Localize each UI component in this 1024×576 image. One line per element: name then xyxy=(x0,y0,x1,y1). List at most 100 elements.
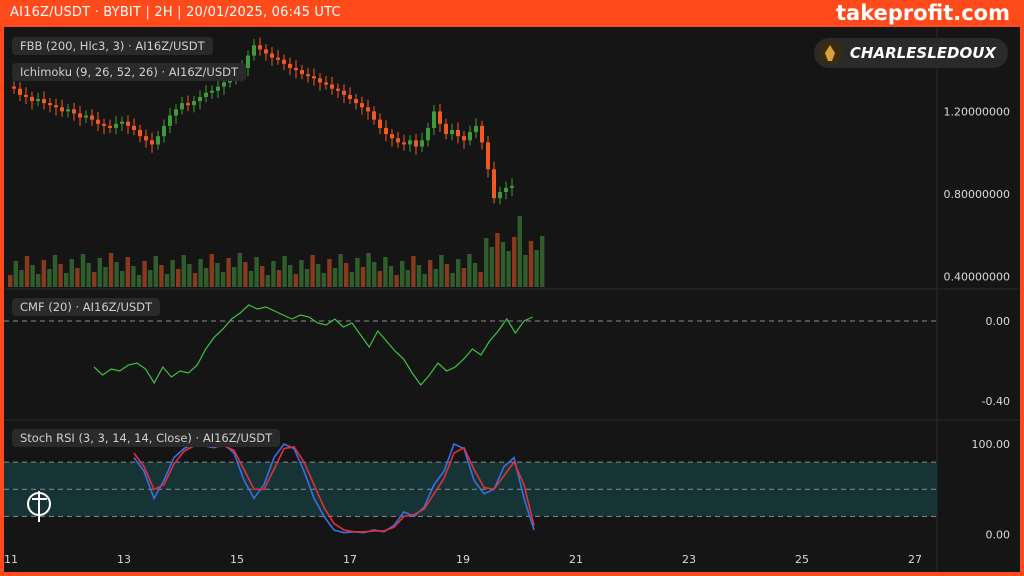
candle-body xyxy=(120,121,124,124)
volume-bar xyxy=(411,256,416,287)
volume-bar xyxy=(293,274,298,287)
volume-bar xyxy=(153,256,158,287)
candle-body xyxy=(348,94,352,99)
candle-body xyxy=(24,94,28,97)
candle-body xyxy=(258,45,262,50)
volume-bar xyxy=(316,264,321,287)
candle-body xyxy=(282,59,286,64)
candle-body xyxy=(66,109,70,112)
user-badge[interactable]: CHARLESLEDOUX xyxy=(813,38,1008,68)
chart-title: AI16Z/USDT · BYBIT | 2H | 20/01/2025, 06… xyxy=(10,5,341,20)
volume-bar xyxy=(103,267,108,287)
volume-bar xyxy=(304,269,310,287)
candle-body xyxy=(432,111,436,128)
volume-bar xyxy=(52,255,58,287)
cmf-series-line xyxy=(93,304,533,386)
volume-bar xyxy=(394,275,399,287)
candle-body xyxy=(402,142,406,145)
brand-logo-text[interactable]: takeprofit.com xyxy=(835,1,1010,25)
volume-bar xyxy=(64,273,69,287)
volume-bar xyxy=(461,268,466,287)
candle-body xyxy=(510,185,514,188)
volume-bar xyxy=(13,261,18,287)
indicator-label-cmf[interactable]: CMF (20) · AI16Z/USDT xyxy=(12,298,161,316)
indicator-label-fbb[interactable]: FBB (200, Hlc3, 3) · AI16Z/USDT xyxy=(12,37,213,55)
volume-bar xyxy=(204,268,209,287)
chart-svg: 0.00 -0.40 100.00 0.00 1.20000000 0.8000000… xyxy=(4,27,1020,572)
volume-bar xyxy=(254,257,259,287)
volume-bar xyxy=(321,273,326,287)
volume-bar xyxy=(192,273,198,287)
volume-bar xyxy=(276,270,282,287)
candle-body xyxy=(138,130,142,137)
volume-bar xyxy=(114,262,119,287)
volume-bar xyxy=(383,257,388,287)
candle-body xyxy=(114,123,118,128)
volume-bar xyxy=(226,258,231,287)
candle-body xyxy=(486,142,490,170)
volume-bar xyxy=(232,267,237,287)
volume-bar xyxy=(97,258,102,287)
volume-bar xyxy=(366,253,371,287)
volume-bar xyxy=(80,254,86,287)
volume-bar xyxy=(433,269,438,287)
takeprofit-logo-icon xyxy=(24,489,54,527)
volume-bar xyxy=(75,268,80,287)
volume-bar xyxy=(136,275,142,287)
candle-body xyxy=(54,105,58,108)
volume-bar xyxy=(198,259,203,287)
indicator-label-stoch-rsi[interactable]: Stoch RSI (3, 3, 14, 14, Close) · AI16Z/… xyxy=(12,429,281,447)
volume-bar xyxy=(248,271,254,287)
time-tick-label: 17 xyxy=(343,553,357,566)
candle-body xyxy=(96,119,100,124)
indicator-label-ichimoku[interactable]: Ichimoku (9, 26, 52, 26) · AI16Z/USDT xyxy=(12,63,247,81)
cmf-line: 0.00 -0.40 xyxy=(4,304,1010,408)
volume-bar xyxy=(265,275,270,287)
volume-bar xyxy=(170,260,175,287)
volume-bar xyxy=(456,259,461,287)
volume-bar xyxy=(271,261,276,287)
stoch-rsi-lines: 100.00 0.00 xyxy=(4,438,1010,541)
candle-body xyxy=(414,140,418,147)
volume-bar xyxy=(220,272,226,287)
volume-bar xyxy=(327,259,332,287)
volume-bar xyxy=(209,254,214,287)
candle-body xyxy=(426,127,430,141)
volume-bar xyxy=(444,264,450,287)
volume-bar xyxy=(181,255,186,287)
candle-body xyxy=(468,132,472,141)
candle-body xyxy=(462,136,466,141)
candle-body xyxy=(456,130,460,137)
candle-body xyxy=(306,74,310,77)
time-tick-label: 19 xyxy=(456,553,470,566)
volume-bar xyxy=(338,254,343,287)
volume-bars xyxy=(8,216,545,287)
candle-body xyxy=(294,68,298,71)
volume-bar xyxy=(405,270,410,287)
candle-body xyxy=(366,107,370,112)
volume-bar xyxy=(86,263,91,287)
candle-body xyxy=(180,103,184,110)
volume-bar xyxy=(450,273,455,287)
time-tick-label: 21 xyxy=(569,553,583,566)
volume-bar xyxy=(506,251,511,287)
candle-body xyxy=(12,86,16,89)
candles xyxy=(12,37,514,205)
time-axis: 11 13 15 17 19 21 23 25 27 xyxy=(4,553,922,566)
volume-bar xyxy=(47,269,52,287)
candle-body xyxy=(84,115,88,118)
candle-body xyxy=(288,63,292,68)
volume-bar xyxy=(495,233,500,287)
candle-body xyxy=(336,88,340,91)
candle-body xyxy=(408,140,412,145)
volume-bar xyxy=(260,266,265,287)
chart-area[interactable]: 0.00 -0.40 100.00 0.00 1.20000000 0.8000000… xyxy=(4,27,1020,572)
candle-body xyxy=(132,125,136,130)
volume-bar xyxy=(523,255,528,287)
volume-bar xyxy=(484,238,489,287)
volume-bar xyxy=(400,261,405,287)
candle-body xyxy=(126,121,130,126)
time-tick-label: 15 xyxy=(230,553,244,566)
volume-bar xyxy=(142,261,147,287)
volume-bar xyxy=(489,247,494,287)
